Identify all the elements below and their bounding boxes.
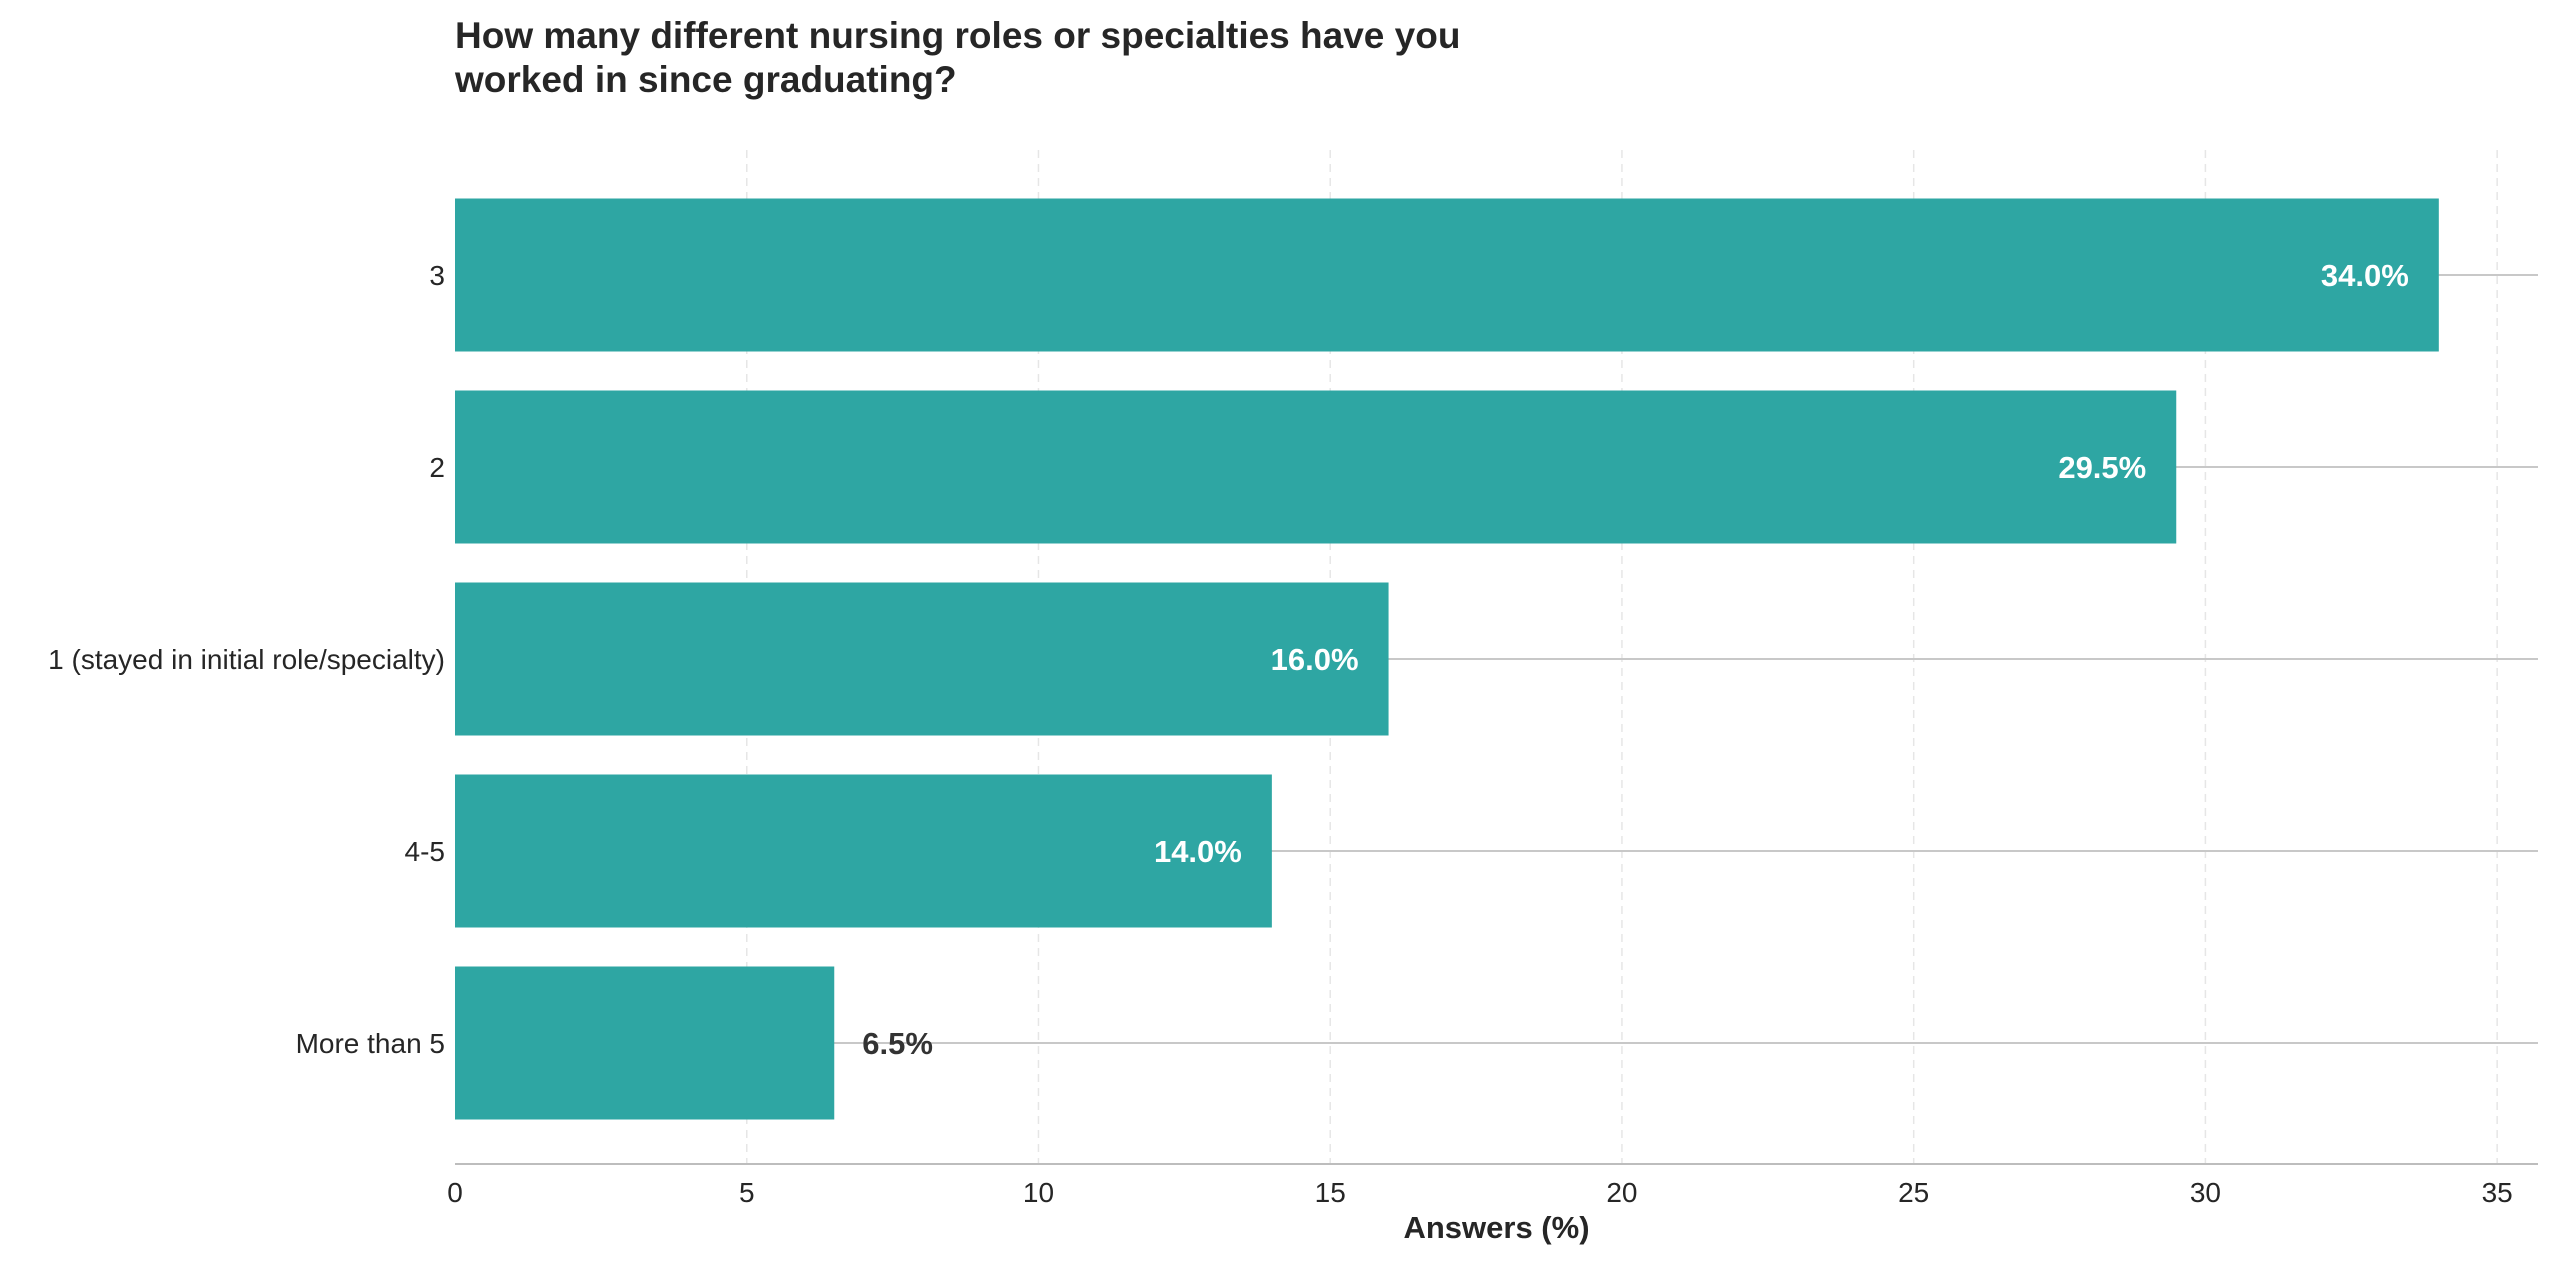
bar-value-label: 6.5% [862, 1026, 933, 1061]
x-tick-label: 5 [739, 1177, 755, 1208]
bar [455, 198, 2439, 352]
x-tick-label: 0 [447, 1177, 463, 1208]
x-tick-labels: 0 5 10 15 20 25 30 35 [447, 1177, 2513, 1208]
y-tick-label: 1 (stayed in initial role/specialty) [48, 644, 445, 675]
x-tick-label: 15 [1315, 1177, 1346, 1208]
x-tick-label: 10 [1023, 1177, 1054, 1208]
bar [455, 390, 2177, 544]
chart-title-line-2: worked in since graduating? [454, 59, 957, 100]
y-tick-label: More than 5 [296, 1028, 445, 1059]
chart-title-line-1: How many different nursing roles or spec… [455, 15, 1460, 56]
bar [455, 582, 1389, 736]
x-axis-title: Answers (%) [1403, 1210, 1589, 1245]
data-labels: 34.0% 29.5% 16.0% 14.0% 6.5% [862, 258, 2409, 1061]
y-tick-label: 3 [429, 260, 445, 291]
bar [455, 774, 1272, 928]
x-tick-label: 20 [1606, 1177, 1637, 1208]
y-tick-label: 4-5 [405, 836, 445, 867]
bar-value-label: 14.0% [1154, 834, 1242, 869]
bar [455, 966, 835, 1120]
bar-value-label: 16.0% [1271, 642, 1359, 677]
chart-title: How many different nursing roles or spec… [454, 15, 1471, 100]
x-tick-label: 25 [1898, 1177, 1929, 1208]
bar-value-label: 34.0% [2321, 258, 2409, 293]
x-tick-label: 35 [2482, 1177, 2513, 1208]
y-tick-labels: 3 2 1 (stayed in initial role/specialty) 4-… [48, 260, 445, 1059]
y-tick-label: 2 [429, 452, 445, 483]
bar-value-label: 29.5% [2058, 450, 2146, 485]
x-tick-label: 30 [2190, 1177, 2221, 1208]
bars [455, 198, 2439, 1120]
